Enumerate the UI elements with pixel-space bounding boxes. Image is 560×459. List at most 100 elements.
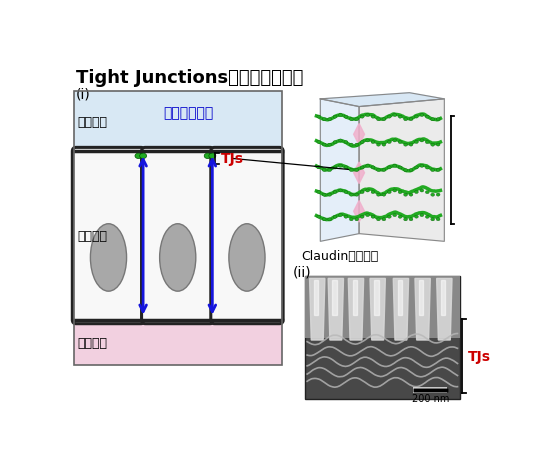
Bar	[74, 92, 282, 365]
Ellipse shape	[333, 191, 337, 194]
Ellipse shape	[404, 118, 408, 122]
Bar	[74, 92, 282, 152]
Ellipse shape	[209, 154, 216, 159]
Ellipse shape	[388, 191, 391, 194]
Ellipse shape	[398, 141, 402, 144]
Ellipse shape	[339, 165, 342, 168]
Text: 200 nm: 200 nm	[412, 393, 449, 403]
Ellipse shape	[360, 167, 364, 170]
Bar	[293, 94, 460, 243]
Polygon shape	[348, 279, 363, 340]
Ellipse shape	[393, 114, 396, 118]
Ellipse shape	[204, 154, 211, 159]
Ellipse shape	[393, 140, 396, 143]
Ellipse shape	[420, 114, 424, 118]
Ellipse shape	[414, 167, 418, 169]
Ellipse shape	[436, 194, 440, 197]
Ellipse shape	[409, 194, 413, 197]
Ellipse shape	[344, 167, 348, 169]
Ellipse shape	[360, 141, 364, 144]
Ellipse shape	[382, 118, 386, 122]
Ellipse shape	[436, 118, 440, 122]
Polygon shape	[359, 100, 444, 242]
Ellipse shape	[90, 224, 127, 291]
Ellipse shape	[349, 144, 353, 147]
Ellipse shape	[160, 224, 196, 291]
Ellipse shape	[366, 214, 370, 217]
Ellipse shape	[414, 116, 418, 119]
Ellipse shape	[322, 144, 326, 147]
Bar	[74, 152, 282, 320]
Ellipse shape	[420, 140, 424, 143]
Ellipse shape	[333, 167, 337, 170]
Ellipse shape	[409, 218, 413, 221]
Polygon shape	[310, 279, 325, 340]
Ellipse shape	[414, 191, 418, 194]
Ellipse shape	[420, 214, 424, 217]
Polygon shape	[320, 94, 444, 107]
Ellipse shape	[404, 144, 408, 147]
Ellipse shape	[355, 218, 359, 221]
Ellipse shape	[344, 141, 348, 144]
Ellipse shape	[398, 191, 402, 194]
Ellipse shape	[376, 194, 380, 197]
Text: Tight Junctionsを表した模式図: Tight Junctionsを表した模式図	[76, 69, 304, 87]
Ellipse shape	[366, 165, 370, 168]
Ellipse shape	[322, 218, 326, 221]
Ellipse shape	[371, 191, 375, 194]
Ellipse shape	[426, 141, 429, 144]
Polygon shape	[314, 280, 318, 316]
Ellipse shape	[344, 216, 348, 219]
Ellipse shape	[317, 191, 321, 194]
Ellipse shape	[393, 214, 396, 217]
Polygon shape	[398, 280, 402, 316]
Ellipse shape	[431, 118, 435, 122]
Ellipse shape	[388, 167, 391, 169]
Ellipse shape	[322, 118, 326, 122]
Ellipse shape	[139, 154, 147, 159]
Ellipse shape	[355, 118, 359, 122]
Ellipse shape	[420, 190, 424, 193]
Ellipse shape	[371, 141, 375, 144]
Bar	[413, 387, 447, 393]
Ellipse shape	[426, 216, 429, 219]
Ellipse shape	[360, 216, 364, 219]
FancyBboxPatch shape	[142, 148, 214, 324]
Ellipse shape	[398, 116, 402, 119]
Bar	[74, 320, 282, 365]
Ellipse shape	[376, 169, 380, 172]
Ellipse shape	[398, 167, 402, 170]
Text: Claudinの重合体: Claudinの重合体	[301, 250, 378, 263]
Polygon shape	[328, 279, 343, 340]
Ellipse shape	[393, 190, 396, 193]
Ellipse shape	[414, 216, 418, 219]
Ellipse shape	[355, 194, 359, 197]
Ellipse shape	[339, 114, 342, 118]
Ellipse shape	[360, 116, 364, 119]
Polygon shape	[437, 279, 452, 340]
Ellipse shape	[404, 218, 408, 221]
Ellipse shape	[349, 118, 353, 122]
Ellipse shape	[333, 216, 337, 219]
Ellipse shape	[409, 144, 413, 147]
Ellipse shape	[328, 218, 332, 221]
Polygon shape	[320, 100, 359, 242]
Text: TJs: TJs	[221, 152, 244, 166]
Text: (i): (i)	[76, 87, 91, 101]
Ellipse shape	[317, 167, 321, 169]
Polygon shape	[441, 280, 445, 316]
Ellipse shape	[398, 216, 402, 219]
Ellipse shape	[371, 167, 375, 170]
Polygon shape	[333, 280, 337, 316]
Ellipse shape	[382, 169, 386, 172]
Text: 組織内側: 組織内側	[77, 336, 107, 349]
Ellipse shape	[371, 116, 375, 119]
Ellipse shape	[404, 194, 408, 197]
Ellipse shape	[409, 118, 413, 122]
Ellipse shape	[382, 218, 386, 221]
Ellipse shape	[339, 140, 342, 143]
Ellipse shape	[339, 214, 342, 217]
Ellipse shape	[366, 140, 370, 143]
Bar	[305, 276, 460, 338]
Ellipse shape	[229, 224, 265, 291]
